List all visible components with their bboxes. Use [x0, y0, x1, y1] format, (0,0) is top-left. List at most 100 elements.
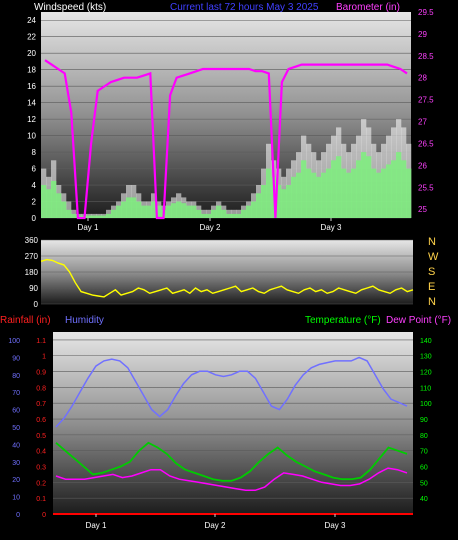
- wind-series: [41, 59, 412, 220]
- compass-letter: N: [428, 236, 436, 248]
- rainfall-tick-label: 0.5: [36, 433, 46, 440]
- barometer-tick-label: 27.5: [418, 96, 434, 105]
- barometer-axis-labels: 25 25.5 26 26.5 27 27.5 28 28.5 29 29.5: [418, 8, 434, 214]
- humidity-tick-label: 70: [12, 390, 20, 397]
- rainfall-tick-label: 0.7: [36, 401, 46, 408]
- wind-day-labels: Day 1 Day 2 Day 3: [78, 218, 342, 232]
- windspeed-tick-label: 8: [32, 148, 37, 157]
- windspeed-tick-label: 10: [27, 132, 36, 141]
- wind-avg-bar: [341, 168, 347, 218]
- temperature-tick-label: 40: [420, 496, 428, 503]
- climate-plot-area: [53, 332, 413, 514]
- wind-avg-bar: [91, 215, 97, 218]
- wind-avg-bar: [311, 172, 317, 218]
- humidity-tick-label: 30: [12, 460, 20, 467]
- windspeed-tick-label: 24: [27, 16, 36, 25]
- wind-avg-bar: [166, 205, 172, 218]
- barometer-tick-label: 26.5: [418, 139, 434, 148]
- day-tick-label: Day 3: [325, 521, 346, 530]
- wind-avg-bar: [51, 180, 57, 218]
- wind-avg-bar: [111, 209, 117, 218]
- compass-letter: N: [428, 296, 436, 308]
- temperature-tick-label: 130: [420, 354, 432, 361]
- barometer-tick-label: 29: [418, 30, 427, 39]
- wind-avg-bar: [221, 209, 227, 218]
- wind-avg-bar: [101, 215, 107, 218]
- windspeed-tick-label: 18: [27, 66, 36, 75]
- wind-avg-bar: [226, 213, 232, 218]
- wind-avg-bar: [61, 201, 67, 218]
- wind-avg-bar: [156, 205, 162, 218]
- wind-avg-bar: [396, 152, 402, 218]
- direction-tick-label: 270: [25, 252, 39, 261]
- wind-avg-bar: [206, 213, 212, 218]
- wind-avg-bar: [71, 213, 77, 218]
- direction-axis-labels: 0 90 180 270 360: [25, 236, 39, 309]
- wind-avg-bar: [211, 209, 217, 218]
- direction-tick-label: 360: [25, 236, 39, 245]
- humidity-tick-label: 50: [12, 425, 20, 432]
- humidity-tick-label: 10: [12, 495, 20, 502]
- wind-avg-bar: [46, 189, 52, 218]
- barometer-tick-label: 25: [418, 205, 427, 214]
- humidity-tick-label: 90: [12, 355, 20, 362]
- humidity-axis-title: Humidity: [65, 315, 104, 326]
- wind-avg-bar: [266, 168, 272, 218]
- day-tick-label: Day 1: [78, 223, 99, 232]
- dewpoint-axis-title: Dew Point (°F): [386, 315, 451, 326]
- day-tick-label: Day 3: [321, 223, 342, 232]
- wind-avg-bar: [361, 152, 367, 218]
- wind-avg-bar: [126, 197, 132, 218]
- wind-avg-bar: [196, 209, 202, 218]
- wind-avg-bar: [376, 172, 382, 218]
- dewpoint-line: [55, 467, 408, 492]
- temperature-tick-label: 120: [420, 370, 432, 377]
- rainfall-axis-title: Rainfall (in): [0, 315, 51, 326]
- wind-avg-bar: [256, 193, 262, 218]
- wind-avg-bar: [106, 213, 112, 218]
- barometer-tick-label: 28.5: [418, 52, 434, 61]
- wind-avg-bar: [236, 213, 242, 218]
- wind-avg-bar: [326, 168, 332, 218]
- wind-avg-bar: [401, 160, 407, 218]
- windspeed-axis-title: Windspeed (kts): [34, 2, 106, 13]
- wind-avg-bar: [186, 205, 192, 218]
- compass-letter: E: [428, 281, 435, 293]
- rainfall-tick-label: 0.8: [36, 385, 46, 392]
- temperature-axis-labels: 40 50 60 70 80 90 100 110 120 130 140: [420, 338, 432, 503]
- barometer-tick-label: 25.5: [418, 183, 434, 192]
- compass-letter: S: [428, 266, 435, 278]
- wind-avg-bar: [136, 201, 142, 218]
- wind-avg-bar: [56, 193, 62, 218]
- climate-day-labels: Day 1 Day 2 Day 3: [86, 514, 346, 530]
- wind-avg-bar: [151, 201, 157, 218]
- rainfall-tick-label: 0.2: [36, 480, 46, 487]
- barometer-tick-label: 28: [418, 74, 427, 83]
- wind-avg-bar: [41, 185, 47, 218]
- barometer-axis-title: Barometer (in): [336, 2, 400, 13]
- rainfall-tick-label: 0.4: [36, 449, 46, 456]
- temperature-tick-label: 50: [420, 480, 428, 487]
- wind-avg-bar: [291, 176, 297, 218]
- wind-avg-bar: [316, 176, 322, 218]
- wind-avg-bar: [381, 168, 387, 218]
- direction-tick-label: 90: [29, 284, 38, 293]
- chart-title: Current last 72 hours May 3 2025: [170, 2, 319, 13]
- rainfall-tick-label: 0: [42, 512, 46, 519]
- wind-avg-bar: [191, 205, 197, 218]
- temperature-tick-label: 60: [420, 465, 428, 472]
- direction-tick-label: 0: [34, 300, 39, 309]
- wind-avg-bar: [261, 185, 267, 218]
- wind-avg-bar: [406, 168, 412, 218]
- wind-avg-bar: [86, 215, 92, 218]
- temperature-axis-title: Temperature (°F): [305, 315, 381, 326]
- wind-avg-bar: [296, 172, 302, 218]
- wind-avg-bar: [201, 213, 207, 218]
- wind-avg-bar: [96, 215, 102, 218]
- humidity-line: [55, 356, 408, 428]
- wind-avg-bar: [231, 213, 237, 218]
- day-tick-label: Day 2: [200, 223, 221, 232]
- direction-gridlines: [41, 239, 413, 305]
